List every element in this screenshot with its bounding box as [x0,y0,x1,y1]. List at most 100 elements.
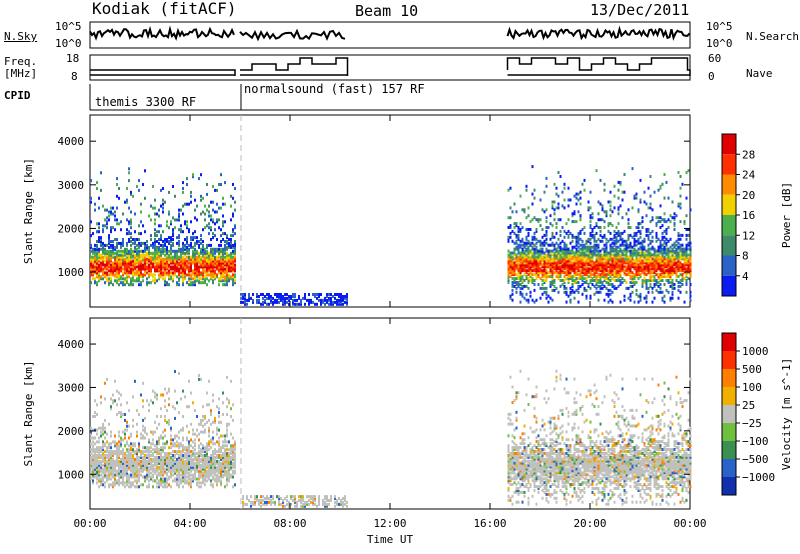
power-cell [150,251,152,255]
power-cell [110,269,112,273]
power-cell [168,255,170,259]
power-cell [581,267,584,271]
power-cell [138,253,140,257]
power-cell [623,243,626,247]
velocity-cell [140,467,142,471]
velocity-cell [114,481,116,485]
power-cell [571,245,574,249]
power-cell [232,212,234,216]
power-cell [689,283,692,286]
power-cell [551,233,554,237]
power-cell [122,212,124,216]
power-cell [188,273,190,277]
power-cell [98,240,100,243]
power-cell [242,300,244,304]
power-cell [222,279,224,283]
power-cell [130,192,132,196]
power-cell [192,175,194,179]
velocity-cell [200,452,202,456]
velocity-cell [118,479,120,483]
power-cell [675,275,678,279]
power-cell [517,243,520,247]
power-cell [192,253,194,257]
power-cell [673,222,676,226]
power-cell [517,281,520,284]
velocity-cell [162,465,164,469]
power-cell [220,183,222,186]
velocity-cell [192,446,194,450]
velocity-cell [188,463,190,467]
power-cell [655,235,658,239]
power-cell [96,249,98,253]
power-cell [224,263,226,267]
power-cell [222,253,224,257]
power-cell [226,265,228,269]
power-cell [218,277,220,281]
velocity-cell [92,481,94,485]
power-cell [679,175,682,178]
power-cell [575,192,578,196]
power-cell [575,281,578,284]
power-cell [523,267,526,271]
power-cell [126,198,128,202]
velocity-cell [166,391,168,395]
power-cell [657,253,660,257]
power-cell [631,284,634,288]
power-cell [669,271,672,275]
power-cell [685,249,688,253]
power-cell [120,281,122,285]
power-cell [156,234,158,238]
power-cell [226,257,228,261]
velocity-cell [164,467,166,471]
power-cell [601,283,604,286]
velocity-cell [94,428,96,432]
velocity-cell [118,397,120,401]
power-cell [188,259,190,263]
power-cell [585,253,588,257]
power-cell [639,265,642,269]
power-cell [555,231,558,235]
velocity-cell [190,456,192,459]
power-cell [661,237,664,241]
power-cell [655,222,658,226]
power-cell [659,283,662,286]
velocity-cell [188,452,190,456]
power-cell [517,233,520,237]
power-cell [579,229,582,233]
power-cell [597,265,600,269]
power-cell [108,269,110,273]
power-cell [589,237,592,241]
power-cell [605,257,608,261]
power-cell [144,247,146,251]
power-cell [539,271,542,275]
velocity-cell [188,446,190,450]
power-cell [525,228,528,231]
velocity-cell [176,481,178,485]
velocity-cell [92,450,94,454]
power-cell [308,293,310,296]
power-cell [146,265,148,269]
velocity-cell [104,473,106,477]
power-cell [180,267,182,271]
velocity-cell [168,459,170,463]
power-cell [162,257,164,261]
power-cell [681,257,684,261]
power-cell [168,236,170,240]
power-cell [663,255,666,259]
power-cell [517,265,520,269]
power-cell [511,269,514,273]
power-cell [218,253,220,257]
velocity-cell [198,477,200,481]
power-cell [110,279,112,283]
power-cell [198,253,200,257]
velocity-cell [192,454,194,457]
power-cell [573,271,576,275]
velocity-cell [162,450,164,454]
power-cell [607,255,610,259]
power-cell [104,224,106,228]
power-cell [122,253,124,257]
power-cell [573,281,576,284]
power-cell [122,240,124,243]
power-cell [565,243,568,247]
power-cell [108,283,110,287]
